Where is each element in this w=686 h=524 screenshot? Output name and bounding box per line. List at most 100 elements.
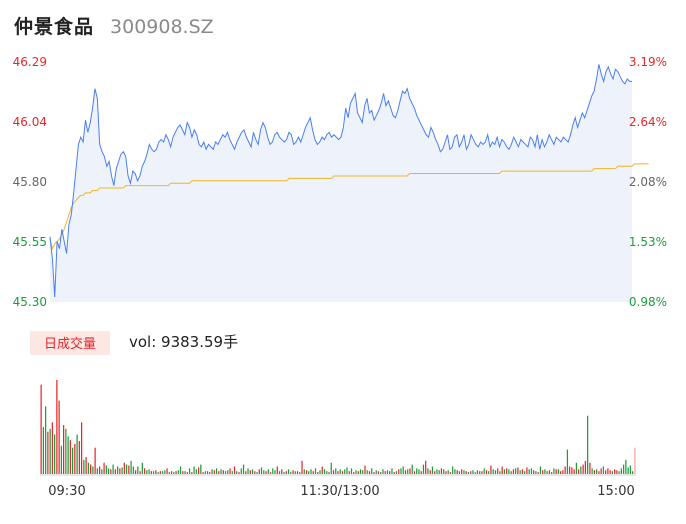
volume-bar <box>323 469 326 474</box>
volume-bar <box>501 466 503 474</box>
volume-bar <box>54 434 56 474</box>
volume-badge-label: 日成交量 <box>44 336 96 352</box>
volume-bar <box>364 465 366 474</box>
volume-bar <box>447 470 449 474</box>
volume-bar <box>582 464 584 474</box>
volume-bar <box>116 466 119 474</box>
volume-bar <box>200 464 202 474</box>
volume-bar <box>339 469 341 474</box>
volume-bar <box>267 469 269 474</box>
volume-bar <box>587 415 589 474</box>
volume-bar <box>512 469 515 474</box>
volume-bar <box>353 472 355 474</box>
volume-bar <box>546 471 548 474</box>
volume-bar <box>49 428 51 474</box>
volume-bar <box>524 471 526 474</box>
volume-bar <box>141 462 143 474</box>
volume-bar <box>623 464 625 474</box>
volume-bar <box>616 470 618 474</box>
volume-bar <box>346 467 348 474</box>
volume-bar <box>157 472 159 474</box>
volume-bar <box>164 470 166 474</box>
volume-bar <box>467 472 470 474</box>
volume-bar <box>130 460 132 474</box>
volume-bar <box>474 472 476 474</box>
volume-bar <box>213 470 215 474</box>
volume-bar <box>184 471 186 474</box>
volume-bar <box>319 470 321 474</box>
volume-bar <box>575 462 578 474</box>
volume-bar <box>627 467 629 474</box>
volume-bar <box>83 459 85 474</box>
volume-bar <box>609 470 611 474</box>
volume-bar <box>562 470 564 474</box>
volume-bar <box>596 469 598 474</box>
volume-bar <box>380 472 382 474</box>
volume-bar <box>607 468 609 474</box>
volume-bar <box>355 470 357 474</box>
volume-bar <box>357 471 359 474</box>
y-right-tick-label: 3.19% <box>629 55 667 69</box>
volume-bar <box>456 470 458 474</box>
volume-bar <box>186 472 188 474</box>
volume-bar <box>544 469 546 474</box>
volume-bar <box>413 471 416 474</box>
volume-bar <box>539 466 542 474</box>
volume-bar <box>177 470 179 474</box>
volume-bars <box>40 380 636 474</box>
volume-bar <box>245 471 247 474</box>
volume-bar <box>337 471 339 474</box>
volume-bar <box>618 471 620 474</box>
volume-bar <box>371 468 373 474</box>
volume-bar <box>296 471 299 474</box>
volume-bar <box>436 469 438 474</box>
price-chart <box>49 64 649 302</box>
volume-bar <box>251 469 254 474</box>
volume-bar <box>121 467 123 474</box>
volume-bar <box>434 471 436 474</box>
volume-bar <box>137 466 139 474</box>
volume-bar <box>472 470 474 474</box>
volume-bar <box>476 470 479 474</box>
volume-bar <box>254 471 256 474</box>
volume-bar <box>503 469 506 474</box>
volume-bar <box>222 470 224 474</box>
volume-bar <box>303 469 305 474</box>
volume-bar <box>391 468 393 474</box>
volume-bar <box>69 440 71 474</box>
volume-bar <box>202 472 204 474</box>
volume-bar <box>258 469 260 474</box>
volume-bar <box>452 466 454 474</box>
volume-bar <box>290 472 292 474</box>
volume-bar <box>429 470 431 474</box>
volume-bar <box>542 470 544 474</box>
volume-bar <box>105 465 107 474</box>
volume-bar <box>247 468 249 474</box>
y-right-tick-label: 2.64% <box>629 115 667 129</box>
volume-bar <box>508 469 510 474</box>
volume-bar <box>537 472 539 474</box>
volume-bar <box>233 466 236 474</box>
volume-bar <box>398 469 400 474</box>
volume-bar <box>335 468 337 474</box>
volume-bar <box>350 468 353 474</box>
volume-bar <box>204 471 206 474</box>
volume-bar <box>269 472 272 474</box>
volume-bar <box>263 470 265 474</box>
volume-bar <box>485 470 488 474</box>
volume-bar <box>218 471 220 474</box>
volume-bar <box>191 472 193 474</box>
volume-bar <box>179 466 182 474</box>
volume-bar <box>240 468 242 474</box>
volume-bar <box>605 470 607 474</box>
volume-bar <box>152 471 155 474</box>
volume-bar <box>602 466 605 474</box>
volume-bar <box>283 472 285 474</box>
volume-bar <box>294 471 296 474</box>
volume-bar <box>305 470 308 474</box>
volume-bar <box>63 425 65 474</box>
average-price-line <box>49 163 649 251</box>
volume-bar <box>528 469 530 474</box>
volume-bar <box>42 427 44 474</box>
y-axis-right-ticks: 3.19% 2.64% 2.08% 1.53% 0.98% <box>629 55 667 309</box>
